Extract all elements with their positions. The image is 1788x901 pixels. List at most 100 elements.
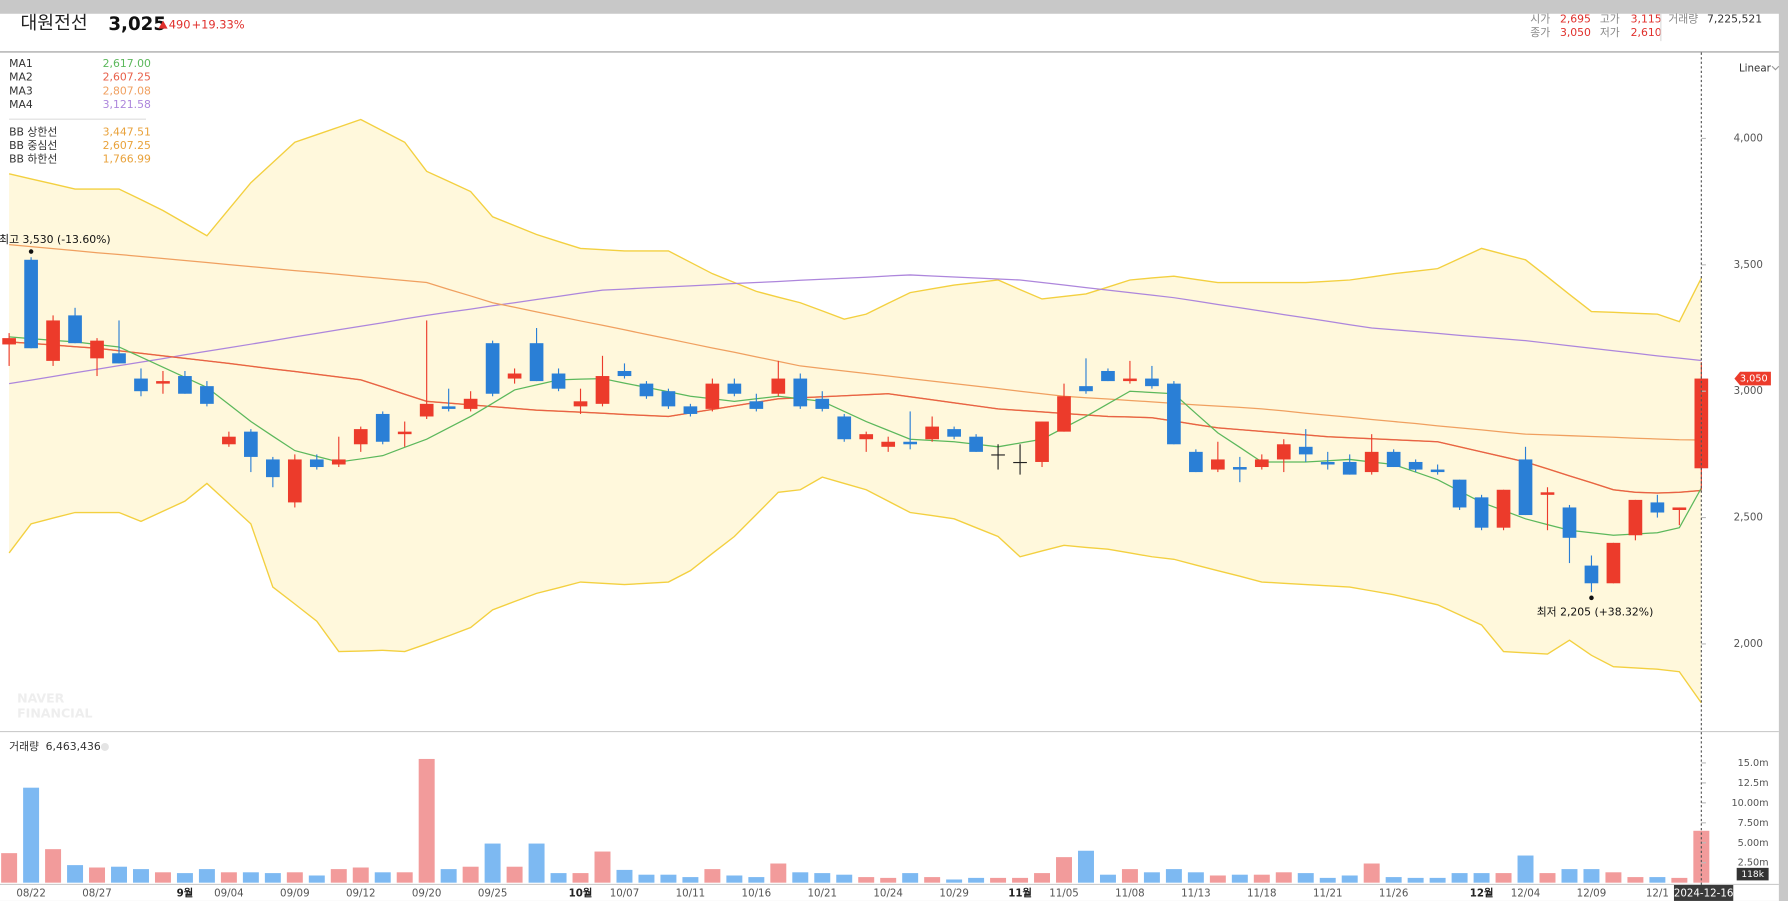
x-tick-label: 11/08 xyxy=(1115,888,1145,900)
candle-body xyxy=(485,343,500,394)
volume-cursor-tag xyxy=(1736,867,1769,881)
volume-bar xyxy=(990,877,1007,883)
x-tick-label: 09/25 xyxy=(478,888,508,900)
x-tick-label: 12/1 xyxy=(1646,888,1669,900)
candle-body xyxy=(441,406,456,409)
volume-tick-label: 15.0m xyxy=(1738,758,1769,769)
x-tick-label: 11/26 xyxy=(1379,888,1409,900)
candle-body xyxy=(1408,461,1423,470)
candle-body xyxy=(419,403,434,417)
volume-bar xyxy=(1187,872,1204,883)
x-tick-label: 10월 xyxy=(569,887,593,900)
x-tick-label: 10/16 xyxy=(742,888,772,900)
x-tick-label: 12/09 xyxy=(1577,888,1607,900)
candle-body xyxy=(1189,451,1203,473)
volume-tick-label: 7.50m xyxy=(1738,818,1769,829)
volume-bar xyxy=(198,869,215,883)
candle-body xyxy=(837,416,852,440)
volume-bar xyxy=(396,872,413,883)
moving-average-line xyxy=(9,274,1702,385)
moving-average-line xyxy=(9,336,1702,536)
volume-bar xyxy=(1,853,18,883)
candle-body xyxy=(1386,451,1401,468)
volume-bar xyxy=(858,877,875,883)
volume-bar xyxy=(1539,873,1556,883)
legend-value: 2,607.25 xyxy=(103,71,151,84)
volume-bar xyxy=(89,867,106,883)
volume-tick-label: 12.5m xyxy=(1738,778,1769,789)
candle-body xyxy=(1474,497,1489,528)
candle-body xyxy=(661,391,676,407)
candle-body xyxy=(375,413,390,442)
candle-body xyxy=(1518,459,1533,516)
candle-body xyxy=(1013,461,1027,464)
quote-label: 저가 xyxy=(1600,26,1620,39)
candle-body xyxy=(222,436,236,445)
candle-body xyxy=(1430,469,1445,473)
price-tag xyxy=(1734,371,1771,386)
y-tick-label: 4,000 xyxy=(1734,132,1763,144)
volume-bar xyxy=(704,869,721,883)
volume-bar xyxy=(770,863,787,883)
volume-bar xyxy=(440,869,457,883)
y-tick-label: 2,000 xyxy=(1734,638,1763,650)
legend-name: BB 하한선 xyxy=(9,152,57,166)
x-tick-label: 09/12 xyxy=(346,888,376,900)
x-tick-label: 11/05 xyxy=(1049,888,1079,900)
quote-label: 고가 xyxy=(1600,12,1620,25)
candle-body xyxy=(2,338,16,345)
volume-bar xyxy=(1583,869,1600,883)
volume-bar xyxy=(352,867,369,883)
low-annotation: 최저 2,205 (+38.32%) xyxy=(1537,606,1654,619)
candle-body xyxy=(68,315,82,344)
scale-mode[interactable]: Linear xyxy=(1739,62,1772,74)
volume-bar xyxy=(154,872,171,883)
date-cursor-label: 2024-12-16 xyxy=(1674,888,1734,900)
scale-dropdown[interactable] xyxy=(1771,65,1780,71)
quote-value: 3,115 xyxy=(1631,12,1662,25)
volume-bar xyxy=(924,877,941,883)
volume-bar xyxy=(1671,877,1688,883)
volume-bar xyxy=(528,843,545,883)
high-marker xyxy=(28,249,34,254)
y-tick-label: 2,500 xyxy=(1734,512,1763,524)
candle-body xyxy=(617,370,632,377)
quote-value: 7,225,521 xyxy=(1707,12,1762,25)
candle-body xyxy=(1035,421,1049,462)
candle-body xyxy=(1562,507,1577,538)
volume-bar xyxy=(946,879,963,883)
volume-bar xyxy=(1034,873,1051,883)
candle-body xyxy=(749,401,764,409)
x-tick-label: 09/04 xyxy=(214,888,244,900)
volume-bar xyxy=(1407,877,1424,883)
legend-value: 2,807.08 xyxy=(103,84,151,97)
volume-bar xyxy=(484,843,501,883)
legend-name: MA3 xyxy=(9,84,33,97)
volume-bar xyxy=(1275,872,1292,883)
candle-body xyxy=(815,398,830,409)
volume-tick-label: 2.50m xyxy=(1738,858,1769,869)
bollinger-lower xyxy=(8,476,1702,704)
price-change: 490 xyxy=(169,18,191,32)
volume-bar xyxy=(1143,872,1160,883)
candle-body xyxy=(1298,446,1313,455)
volume-bar xyxy=(550,873,567,883)
candle-body xyxy=(705,383,720,409)
volume-bar xyxy=(1561,869,1578,883)
volume-bar xyxy=(23,787,40,883)
volume-bar xyxy=(330,869,347,883)
bollinger-upper xyxy=(8,118,1702,323)
candle-body xyxy=(1232,467,1247,470)
stock-name: 대원전선 xyxy=(21,13,88,34)
candle-body xyxy=(1254,459,1269,468)
candle-body xyxy=(573,401,588,407)
candle-body xyxy=(156,381,170,384)
candle-body xyxy=(178,376,192,394)
volume-settings[interactable] xyxy=(100,742,109,751)
candle-body xyxy=(947,429,961,437)
candle-body xyxy=(112,353,126,364)
date-cursor-box xyxy=(1673,884,1734,901)
y-tick-label: 3,500 xyxy=(1734,259,1763,271)
